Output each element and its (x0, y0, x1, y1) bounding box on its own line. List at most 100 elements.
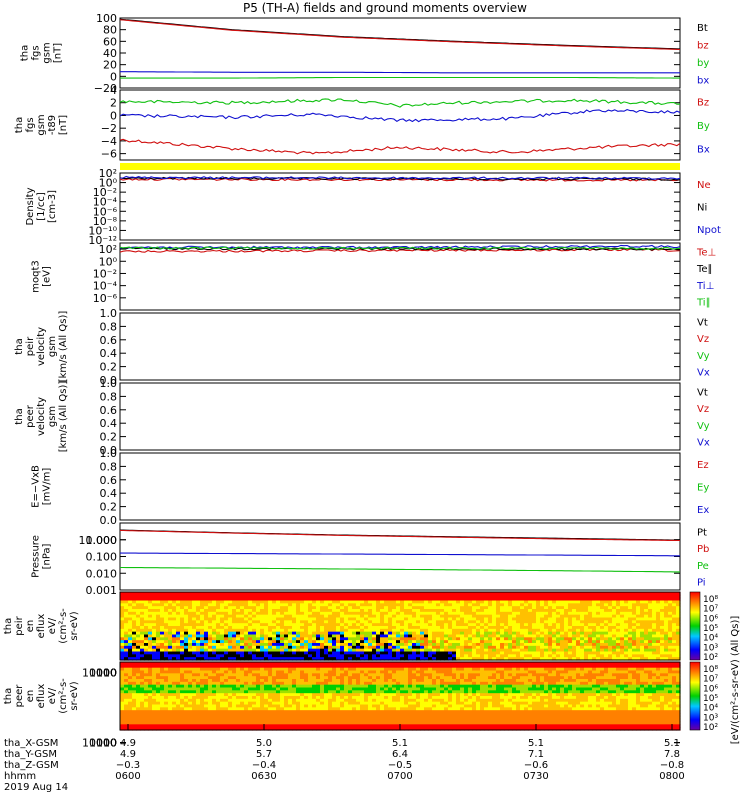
heatmap-cell (604, 637, 609, 641)
heatmap-cell (656, 657, 661, 661)
heatmap-cell (560, 597, 565, 602)
heatmap-cell (640, 643, 645, 647)
heatmap-cell (364, 634, 369, 638)
heatmap-cell (268, 657, 273, 661)
heatmap-cell (156, 606, 161, 610)
heatmap-cell (184, 713, 189, 717)
heatmap-cell (516, 637, 521, 641)
heatmap-cell (264, 617, 269, 621)
heatmap-cell (404, 600, 409, 604)
heatmap-cell (372, 626, 377, 630)
heatmap-cell (572, 603, 577, 607)
heatmap-cell (504, 603, 509, 607)
heatmap-cell (644, 603, 649, 607)
heatmap-cell (180, 594, 185, 599)
heatmap-cell (256, 617, 261, 621)
heatmap-cell (356, 634, 361, 638)
heatmap-cell (292, 651, 297, 655)
heatmap-cell (244, 645, 249, 650)
heatmap-cell (292, 657, 297, 661)
heatmap-cell (316, 626, 321, 630)
heatmap-cell (272, 611, 277, 616)
heatmap-cell (316, 715, 321, 720)
heatmap-cell (392, 634, 397, 638)
heatmap-cell (284, 690, 289, 694)
heatmap-cell (188, 681, 193, 686)
heatmap-cell (232, 643, 237, 647)
heatmap-cell (196, 724, 201, 728)
heatmap-cell (192, 673, 197, 677)
heatmap-cell (148, 594, 153, 599)
heatmap-cell (464, 617, 469, 621)
heatmap-cell (220, 670, 225, 674)
heatmap-cell (180, 611, 185, 616)
heatmap-cell (320, 667, 325, 672)
heatmap-cell (260, 640, 265, 644)
heatmap-cell (300, 634, 305, 638)
heatmap-cell (364, 611, 369, 616)
heatmap-cell (280, 724, 285, 728)
heatmap-cell (300, 651, 305, 655)
heatmap-cell (292, 614, 297, 619)
heatmap-cell (448, 594, 453, 599)
heatmap-cell (280, 715, 285, 720)
heatmap-cell (388, 640, 393, 644)
heatmap-cell (284, 594, 289, 599)
heatmap-cell (192, 713, 197, 717)
heatmap-cell (220, 701, 225, 706)
heatmap-cell (376, 643, 381, 647)
heatmap-cell (124, 640, 129, 644)
heatmap-cell (304, 707, 309, 711)
heatmap-cell (236, 715, 241, 720)
heatmap-cell (276, 707, 281, 711)
heatmap-cell (492, 620, 497, 624)
heatmap-cell (316, 620, 321, 624)
heatmap-cell (604, 651, 609, 655)
heatmap-cell (316, 634, 321, 638)
heatmap-cell (120, 654, 125, 658)
heatmap-cell (396, 645, 401, 650)
heatmap-cell (260, 696, 265, 700)
heatmap-cell (608, 634, 613, 638)
heatmap-cell (396, 634, 401, 638)
heatmap-cell (196, 727, 201, 731)
heatmap-cell (388, 654, 393, 658)
heatmap-cell (260, 648, 265, 653)
heatmap-cell (168, 637, 173, 641)
heatmap-cell (192, 690, 197, 694)
heatmap-cell (156, 687, 161, 691)
heatmap-cell (292, 600, 297, 604)
heatmap-cell (140, 645, 145, 650)
heatmap-cell (376, 620, 381, 624)
heatmap-cell (564, 651, 569, 655)
heatmap-cell (572, 648, 577, 653)
heatmap-cell (384, 600, 389, 604)
heatmap-cell (592, 600, 597, 604)
heatmap-cell (196, 718, 201, 723)
heatmap-cell (484, 628, 489, 633)
heatmap-cell (400, 657, 405, 661)
heatmap-cell (556, 623, 561, 627)
heatmap-cell (472, 643, 477, 647)
heatmap-cell (320, 628, 325, 633)
heatmap-cell (228, 667, 233, 672)
heatmap-cell (524, 606, 529, 610)
heatmap-cell (140, 606, 145, 610)
heatmap-cell (300, 667, 305, 672)
heatmap-cell (444, 623, 449, 627)
heatmap-cell (212, 721, 217, 725)
heatmap-cell (212, 690, 217, 694)
heatmap-cell (668, 614, 673, 619)
heatmap-cell (236, 662, 241, 666)
heatmap-cell (308, 645, 313, 650)
heatmap-cell (284, 724, 289, 728)
heatmap-cell (380, 623, 385, 627)
y-tick-label: 1.0 (100, 307, 118, 320)
heatmap-cell (464, 620, 469, 624)
heatmap-cell (192, 648, 197, 653)
heatmap-cell (456, 614, 461, 619)
heatmap-cell (604, 600, 609, 604)
heatmap-cell (196, 631, 201, 636)
heatmap-cell (296, 626, 301, 630)
heatmap-cell (444, 597, 449, 602)
